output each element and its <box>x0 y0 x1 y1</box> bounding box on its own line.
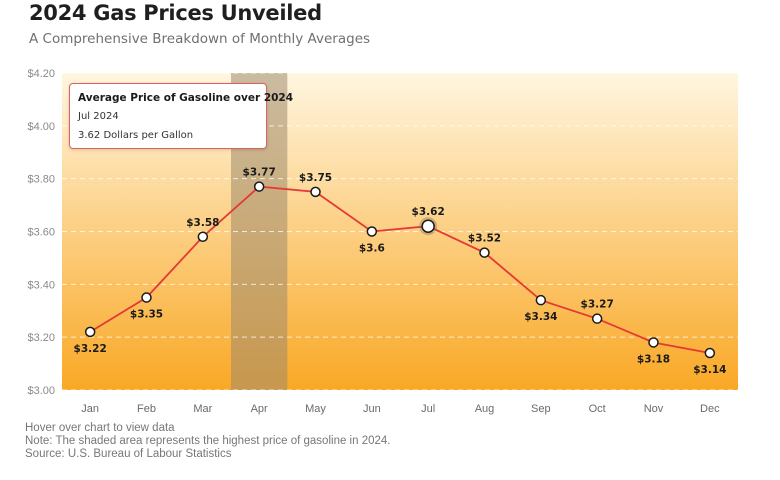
data-point[interactable] <box>479 247 490 258</box>
data-label: $3.22 <box>74 343 107 355</box>
series-line <box>89 185 710 354</box>
data-label: $3.18 <box>637 353 670 365</box>
y-tick-label: $3.60 <box>27 227 55 239</box>
data-label: $3.58 <box>186 217 219 229</box>
chart-title: 2024 Gas Prices Unveiled <box>29 1 322 25</box>
y-tick-label: $3.40 <box>27 279 55 291</box>
tooltip-value: 3.62 Dollars per Gallon <box>78 130 194 141</box>
x-tick-label: Jul <box>421 403 435 415</box>
data-label: $3.62 <box>412 206 445 218</box>
x-tick-label: Nov <box>644 403 664 415</box>
x-tick-label: Aug <box>475 403 495 415</box>
data-label: $3.14 <box>693 364 726 376</box>
hover-hint: Hover over chart to view data <box>25 422 175 434</box>
data-label: $3.52 <box>468 233 501 245</box>
data-point[interactable] <box>366 226 378 237</box>
y-tick-label: $4.20 <box>27 68 55 80</box>
x-tick-label: May <box>305 403 326 415</box>
data-point[interactable] <box>421 219 435 233</box>
x-tick-label: Jun <box>363 403 381 415</box>
x-tick-label: Dec <box>700 403 720 415</box>
x-tick-label: Jan <box>81 403 99 415</box>
source-note: Source: U.S. Bureau of Labour Statistics <box>25 448 232 460</box>
data-point[interactable] <box>197 231 209 243</box>
data-label: $3.27 <box>581 299 614 311</box>
data-point[interactable] <box>704 347 716 359</box>
data-label: $3.35 <box>130 309 163 321</box>
tooltip: Average Price of Gasoline over 2024 Jul … <box>69 83 293 149</box>
data-point[interactable] <box>648 337 659 348</box>
tooltip-month: Jul 2024 <box>78 111 119 122</box>
x-tick-label: Feb <box>137 403 156 415</box>
data-point[interactable] <box>253 181 265 192</box>
x-tick-label: Sep <box>531 403 551 415</box>
data-point[interactable] <box>310 186 321 198</box>
y-tick-label: $3.80 <box>27 174 55 186</box>
y-tick-label: $3.00 <box>27 385 55 397</box>
y-tick-label: $4.00 <box>27 121 55 133</box>
tooltip-title: Average Price of Gasoline over 2024 <box>78 92 294 104</box>
footnote: Note: The shaded area represents the hig… <box>25 435 391 447</box>
chart-subtitle: A Comprehensive Breakdown of Monthly Ave… <box>29 31 371 47</box>
y-tick-label: $3.20 <box>27 332 55 344</box>
data-point[interactable] <box>591 313 603 324</box>
data-label: $3.34 <box>524 311 557 323</box>
data-point[interactable] <box>535 294 547 306</box>
data-label: $3.77 <box>243 167 276 179</box>
data-point[interactable] <box>84 326 96 338</box>
data-label: $3.6 <box>359 243 385 255</box>
data-point[interactable] <box>141 292 152 303</box>
x-tick-label: Oct <box>589 403 606 415</box>
x-tick-label: Apr <box>251 403 268 415</box>
data-label: $3.75 <box>299 172 332 184</box>
x-tick-label: Mar <box>193 403 212 415</box>
